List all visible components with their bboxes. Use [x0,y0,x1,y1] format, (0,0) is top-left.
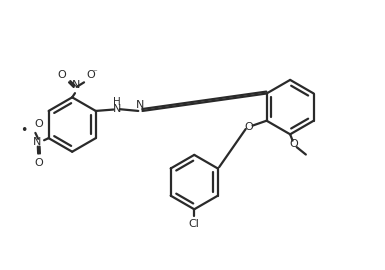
Text: O: O [34,119,43,129]
Text: •: • [20,124,28,137]
Text: O: O [57,70,66,80]
Text: O: O [245,122,254,132]
Text: O: O [35,158,44,168]
Text: N: N [33,137,41,147]
Text: O: O [86,70,95,80]
Text: ⁻: ⁻ [92,68,97,77]
Text: N: N [112,104,121,114]
Text: H: H [113,97,121,107]
Text: O: O [289,139,298,149]
Text: N: N [72,80,80,90]
Text: Cl: Cl [189,219,200,229]
Text: N: N [136,100,145,110]
